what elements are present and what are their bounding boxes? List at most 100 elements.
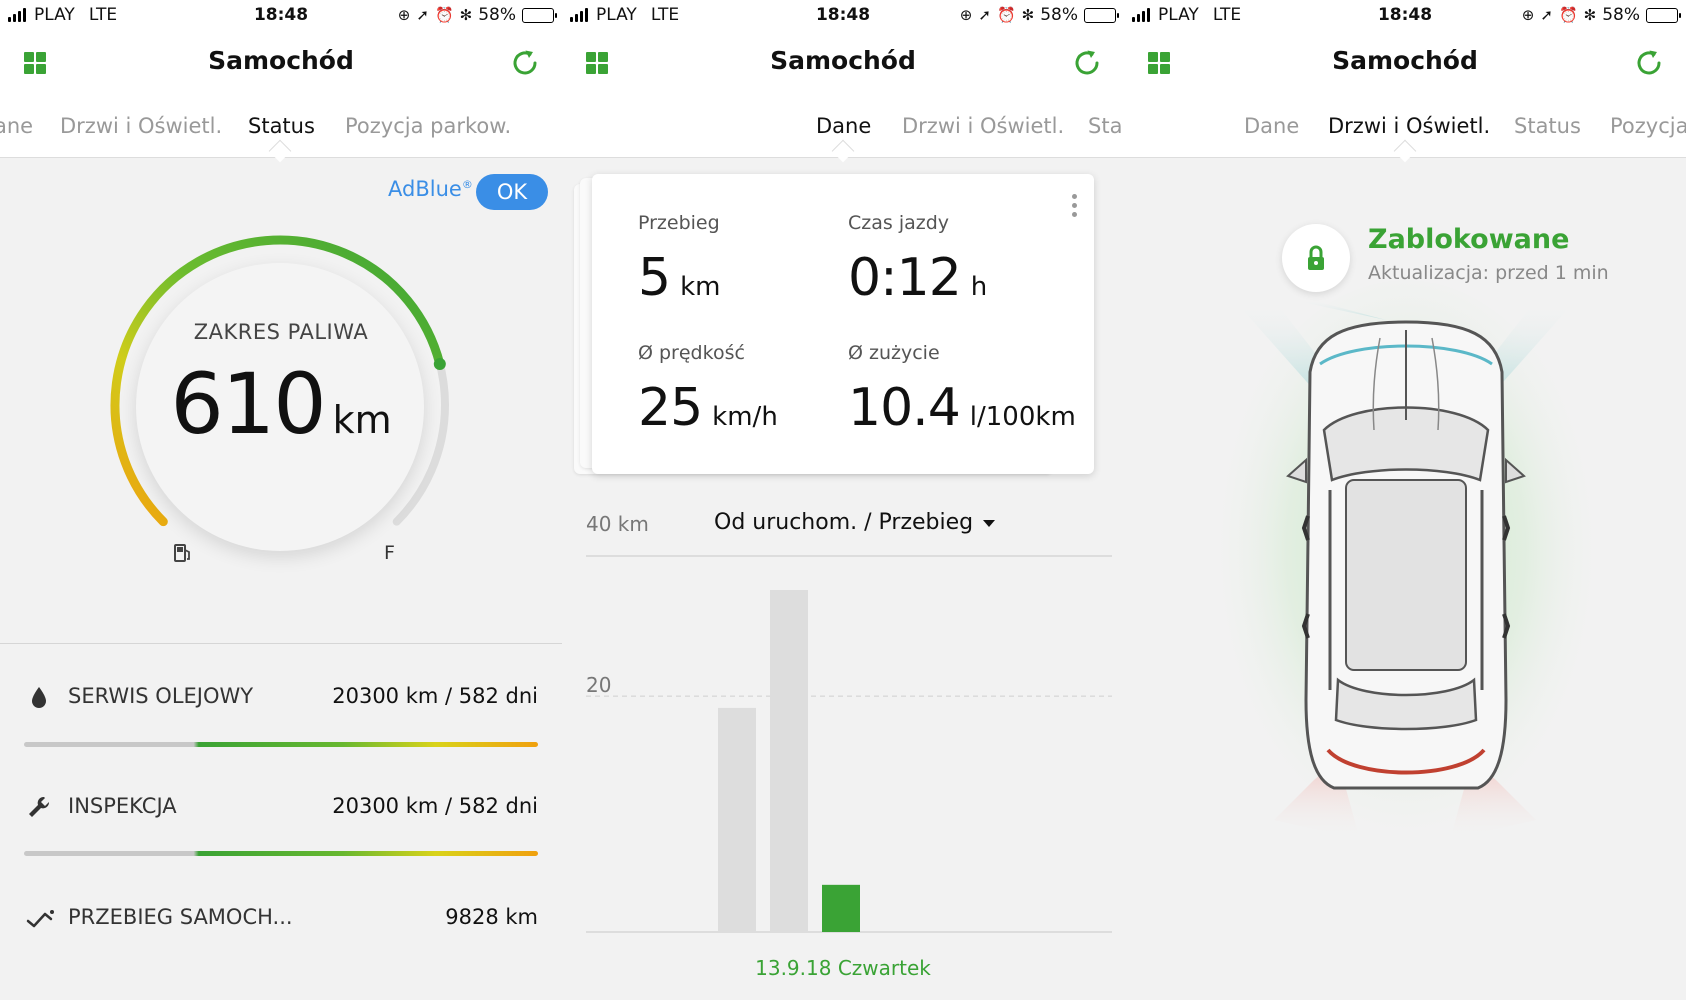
tab-status[interactable]: Status xyxy=(1514,114,1581,138)
clock: 18:48 xyxy=(253,5,309,25)
gauge-label: ZAKRES PALIWA xyxy=(193,320,369,344)
chart-range-label: 40 km xyxy=(586,512,649,536)
stat-label: Przebieg xyxy=(638,212,720,234)
tab-parking-position[interactable]: Pozycja xyxy=(1610,114,1686,138)
tab-parking-position[interactable]: Pozycja parkow. xyxy=(345,114,512,138)
data-screen: PLAY LTE 18:48 ⊕ ➚ ⏰ ✻ 58% Samochód Dane xyxy=(562,0,1124,1000)
tab-doors-lights[interactable]: Drzwi i Oświetl. xyxy=(60,114,223,138)
refresh-icon[interactable] xyxy=(508,46,542,80)
apps-grid-icon[interactable] xyxy=(24,52,46,74)
doors-lights-screen: PLAY LTE 18:48 ⊕ ➚ ⏰ ✻ 58% Samochód Dane xyxy=(1124,0,1686,1000)
active-tab-indicator xyxy=(831,139,855,163)
page-title: Samochód xyxy=(208,46,354,75)
adblue-label: AdBlue® xyxy=(388,177,473,201)
full-marker: F xyxy=(384,542,395,564)
stat-value: 5 km xyxy=(638,248,721,308)
rotation-lock-icon: ⊕ xyxy=(397,6,411,24)
stat-value: 25 km/h xyxy=(638,378,778,438)
location-icon: ➚ xyxy=(1540,6,1553,24)
battery-icon xyxy=(1646,7,1681,23)
odometer-row[interactable]: PRZEBIEG SAMOCH... 9828 km xyxy=(0,897,562,937)
service-label: INSPEKCJA xyxy=(68,794,177,818)
refresh-icon[interactable] xyxy=(1070,46,1104,80)
side-windows xyxy=(1328,490,1484,690)
range-value: 610 xyxy=(170,355,326,453)
status-bar: PLAY LTE 18:48 ⊕ ➚ ⏰ ✻ 58% xyxy=(562,0,1124,32)
car-top-view xyxy=(1206,280,1606,880)
trip-stats-card[interactable]: Przebieg 5 km Czas jazdy 0:12 h Ø prędkość… xyxy=(592,174,1094,474)
status-bar: PLAY LTE 18:48 ⊕ ➚ ⏰ ✻ 58% xyxy=(1124,0,1686,32)
network-label: LTE xyxy=(650,5,680,25)
signal-icon xyxy=(1132,8,1150,22)
last-update-text: Aktualizacja: przed 1 min xyxy=(1368,262,1609,284)
range-readout: 610 km xyxy=(0,355,562,453)
clock: 18:48 xyxy=(815,5,871,25)
active-tab-indicator xyxy=(268,139,292,163)
rotation-lock-icon: ⊕ xyxy=(959,6,973,24)
lock-toggle[interactable] xyxy=(1282,224,1350,292)
rotation-lock-icon: ⊕ xyxy=(1521,6,1535,24)
stat-drive-time: Czas jazdy 0:12 h xyxy=(848,212,987,308)
divider xyxy=(0,643,562,644)
oil-service-progress-bar xyxy=(24,742,538,747)
apps-grid-icon[interactable] xyxy=(586,52,608,74)
lock-icon xyxy=(1308,245,1324,270)
wrench-icon xyxy=(29,796,50,817)
lock-status: Zablokowane xyxy=(1368,224,1570,255)
page-title: Samochód xyxy=(770,46,916,75)
door-handles xyxy=(1301,515,1511,639)
bluetooth-icon: ✻ xyxy=(1021,6,1035,24)
tab-status[interactable]: Status xyxy=(248,114,315,138)
adblue-status-badge: OK xyxy=(476,174,548,210)
signal-icon xyxy=(8,8,26,22)
status-screen: PLAY LTE 18:48 ⊕ ➚ ⏰ ✻ 58% Samochód ane xyxy=(0,0,562,1000)
service-value: 9828 km xyxy=(445,905,538,929)
front-center-beam xyxy=(1292,300,1386,320)
tail-lights xyxy=(1326,748,1486,775)
signal-icon xyxy=(570,8,588,22)
carrier-label: PLAY xyxy=(34,5,75,25)
odometer-icon xyxy=(26,910,54,928)
stat-distance: Przebieg 5 km xyxy=(638,212,720,308)
more-options-icon[interactable] xyxy=(1072,194,1078,217)
alarm-icon: ⏰ xyxy=(434,6,454,24)
fuel-range-gauge xyxy=(80,205,480,605)
status-bar: PLAY LTE 18:48 ⊕ ➚ ⏰ ✻ 58% xyxy=(0,0,562,32)
bluetooth-icon: ✻ xyxy=(459,6,473,24)
chart-mode-dropdown[interactable]: Od uruchom. / Przebieg xyxy=(714,510,996,535)
tab-dane[interactable]: Dane xyxy=(1244,114,1300,138)
service-label: PRZEBIEG SAMOCH... xyxy=(68,905,293,929)
stat-avg-consumption: Ø zużycie 10.4 l/100km xyxy=(848,342,1076,438)
tab-dane[interactable]: Dane xyxy=(816,114,872,138)
battery-icon xyxy=(522,7,557,23)
tab-doors-lights[interactable]: Drzwi i Oświetl. xyxy=(902,114,1065,138)
fuel-pump-icon xyxy=(174,544,190,562)
tab-doors-lights[interactable]: Drzwi i Oświetl. xyxy=(1328,114,1491,138)
service-oil-row[interactable]: SERWIS OLEJOWY 20300 km / 582 dni xyxy=(0,676,562,716)
alarm-icon: ⏰ xyxy=(1558,6,1578,24)
battery-percent: 58% xyxy=(478,5,516,25)
service-inspection-row[interactable]: INSPEKCJA 20300 km / 582 dni xyxy=(0,786,562,826)
battery-percent: 58% xyxy=(1040,5,1078,25)
chart-bar-selected[interactable] xyxy=(822,884,860,932)
stat-label: Ø zużycie xyxy=(848,342,940,364)
app-header: Samochód Dane Drzwi i Oświetl. Sta xyxy=(562,32,1124,163)
chart-date-label: 13.9.18 Czwartek xyxy=(755,956,931,980)
refresh-icon[interactable] xyxy=(1632,46,1666,80)
stat-label: Czas jazdy xyxy=(848,212,950,234)
service-label: SERWIS OLEJOWY xyxy=(68,684,254,708)
tab-dane[interactable]: ane xyxy=(0,114,34,138)
chart-bar[interactable] xyxy=(718,707,756,932)
hood-creases xyxy=(1372,337,1440,431)
network-label: LTE xyxy=(88,5,118,25)
stat-label: Ø prędkość xyxy=(638,342,745,364)
roof xyxy=(1345,479,1467,671)
carrier-label: PLAY xyxy=(596,5,637,25)
apps-grid-icon[interactable] xyxy=(1148,52,1170,74)
tab-bar: Dane Drzwi i Oświetl. Status Pozycja xyxy=(1124,114,1686,163)
chevron-down-icon xyxy=(983,519,996,527)
stat-value: 0:12 h xyxy=(848,248,988,308)
tab-status[interactable]: Sta xyxy=(1088,114,1123,138)
chart-bar[interactable] xyxy=(770,590,808,932)
gauge-fill xyxy=(110,235,445,527)
